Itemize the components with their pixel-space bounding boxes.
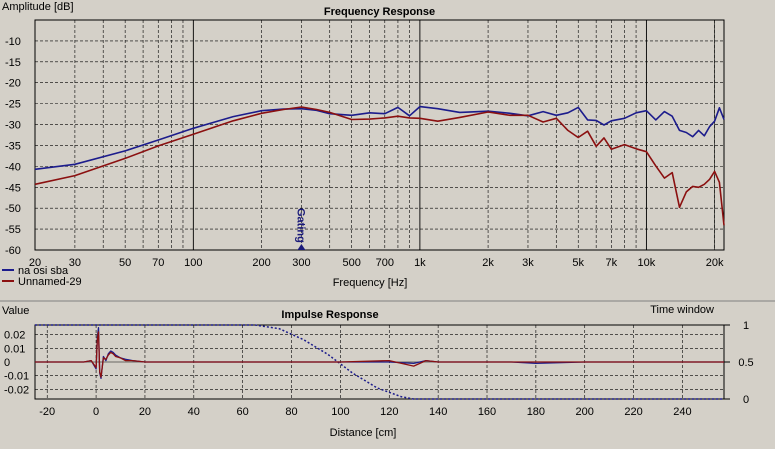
freq-y-tick-label: -20 <box>5 78 21 90</box>
impulse-x-axis-label: Distance [cm] <box>330 427 397 439</box>
freq-x-tick-label: 500 <box>343 257 361 269</box>
freq-y-tick-label: -35 <box>5 140 21 152</box>
freq-y-tick-label: -25 <box>5 99 21 111</box>
impulse-x-tick-label: 220 <box>624 406 642 418</box>
freq-y-tick-label: -60 <box>5 245 21 257</box>
impulse-x-tick-label: 0 <box>93 406 99 418</box>
freq-chart-title: Frequency Response <box>324 6 435 18</box>
freq-x-tick-label: 10k <box>638 257 656 269</box>
gating-marker-label: Gating <box>294 208 306 243</box>
time-window-curve <box>35 324 724 400</box>
impulse-y-tick-label: 0.02 <box>4 330 25 342</box>
freq-x-tick-label: 30 <box>69 257 81 269</box>
impulse-y-axis-label: Value <box>2 305 29 317</box>
freq-y-tick-label: -10 <box>5 36 21 48</box>
freq-x-axis-label: Frequency [Hz] <box>333 277 408 289</box>
freq-x-tick-label: 2k <box>482 257 494 269</box>
freq-x-tick-label: 20 <box>29 257 41 269</box>
freq-y-tick-label: -40 <box>5 161 21 173</box>
window-tick-label: 1 <box>743 320 749 332</box>
freq-y-tick-label: -45 <box>5 182 21 194</box>
freq-y-axis-label: Amplitude [dB] <box>2 1 74 13</box>
impulse-x-tick-label: 100 <box>331 406 349 418</box>
impulse-x-tick-label: 180 <box>527 406 545 418</box>
impulse-x-tick-label: -20 <box>39 406 55 418</box>
impulse-y-tick-label: -0.01 <box>4 371 29 383</box>
freq-plot-frame <box>34 19 725 251</box>
freq-x-tick-label: 70 <box>152 257 164 269</box>
impulse-series-line <box>35 327 724 380</box>
impulse-x-tick-label: 200 <box>576 406 594 418</box>
window-axis-label: Time window <box>650 304 714 316</box>
impulse-x-tick-label: 60 <box>237 406 249 418</box>
freq-x-tick-label: 700 <box>376 257 394 269</box>
impulse-x-tick-label: 40 <box>188 406 200 418</box>
impulse-x-tick-label: 240 <box>673 406 691 418</box>
impulse-x-tick-label: 120 <box>380 406 398 418</box>
freq-x-tick-label: 200 <box>252 257 270 269</box>
gating-marker-arrow <box>297 244 306 250</box>
impulse-x-tick-label: 160 <box>478 406 496 418</box>
impulse-x-tick-label: 80 <box>285 406 297 418</box>
freq-y-tick-label: -30 <box>5 120 21 132</box>
impulse-y-tick-label: 0.01 <box>4 343 25 355</box>
impulse-x-tick-label: 140 <box>429 406 447 418</box>
legend-label: na osi sba <box>18 265 69 277</box>
freq-x-tick-label: 3k <box>522 257 534 269</box>
window-tick-label: 0.5 <box>738 357 753 369</box>
freq-y-tick-label: -55 <box>5 224 21 236</box>
freq-series-line <box>34 105 725 171</box>
window-tick-label: 0 <box>743 394 749 406</box>
freq-x-tick-label: 300 <box>292 257 310 269</box>
freq-y-tick-label: -15 <box>5 57 21 69</box>
impulse-x-tick-label: 20 <box>139 406 151 418</box>
impulse-chart-title: Impulse Response <box>281 309 378 321</box>
impulse-y-tick-label: 0 <box>4 357 10 369</box>
freq-x-tick-label: 7k <box>606 257 618 269</box>
freq-x-tick-label: 20k <box>706 257 724 269</box>
freq-x-tick-label: 1k <box>414 257 426 269</box>
impulse-series-line <box>35 331 724 378</box>
freq-series-line <box>34 106 725 226</box>
legend-label: Unnamed-29 <box>18 276 82 288</box>
freq-x-tick-label: 5k <box>572 257 584 269</box>
freq-y-tick-label: -50 <box>5 203 21 215</box>
impulse-y-tick-label: -0.02 <box>4 384 29 396</box>
freq-x-tick-label: 50 <box>119 257 131 269</box>
freq-x-tick-label: 100 <box>184 257 202 269</box>
